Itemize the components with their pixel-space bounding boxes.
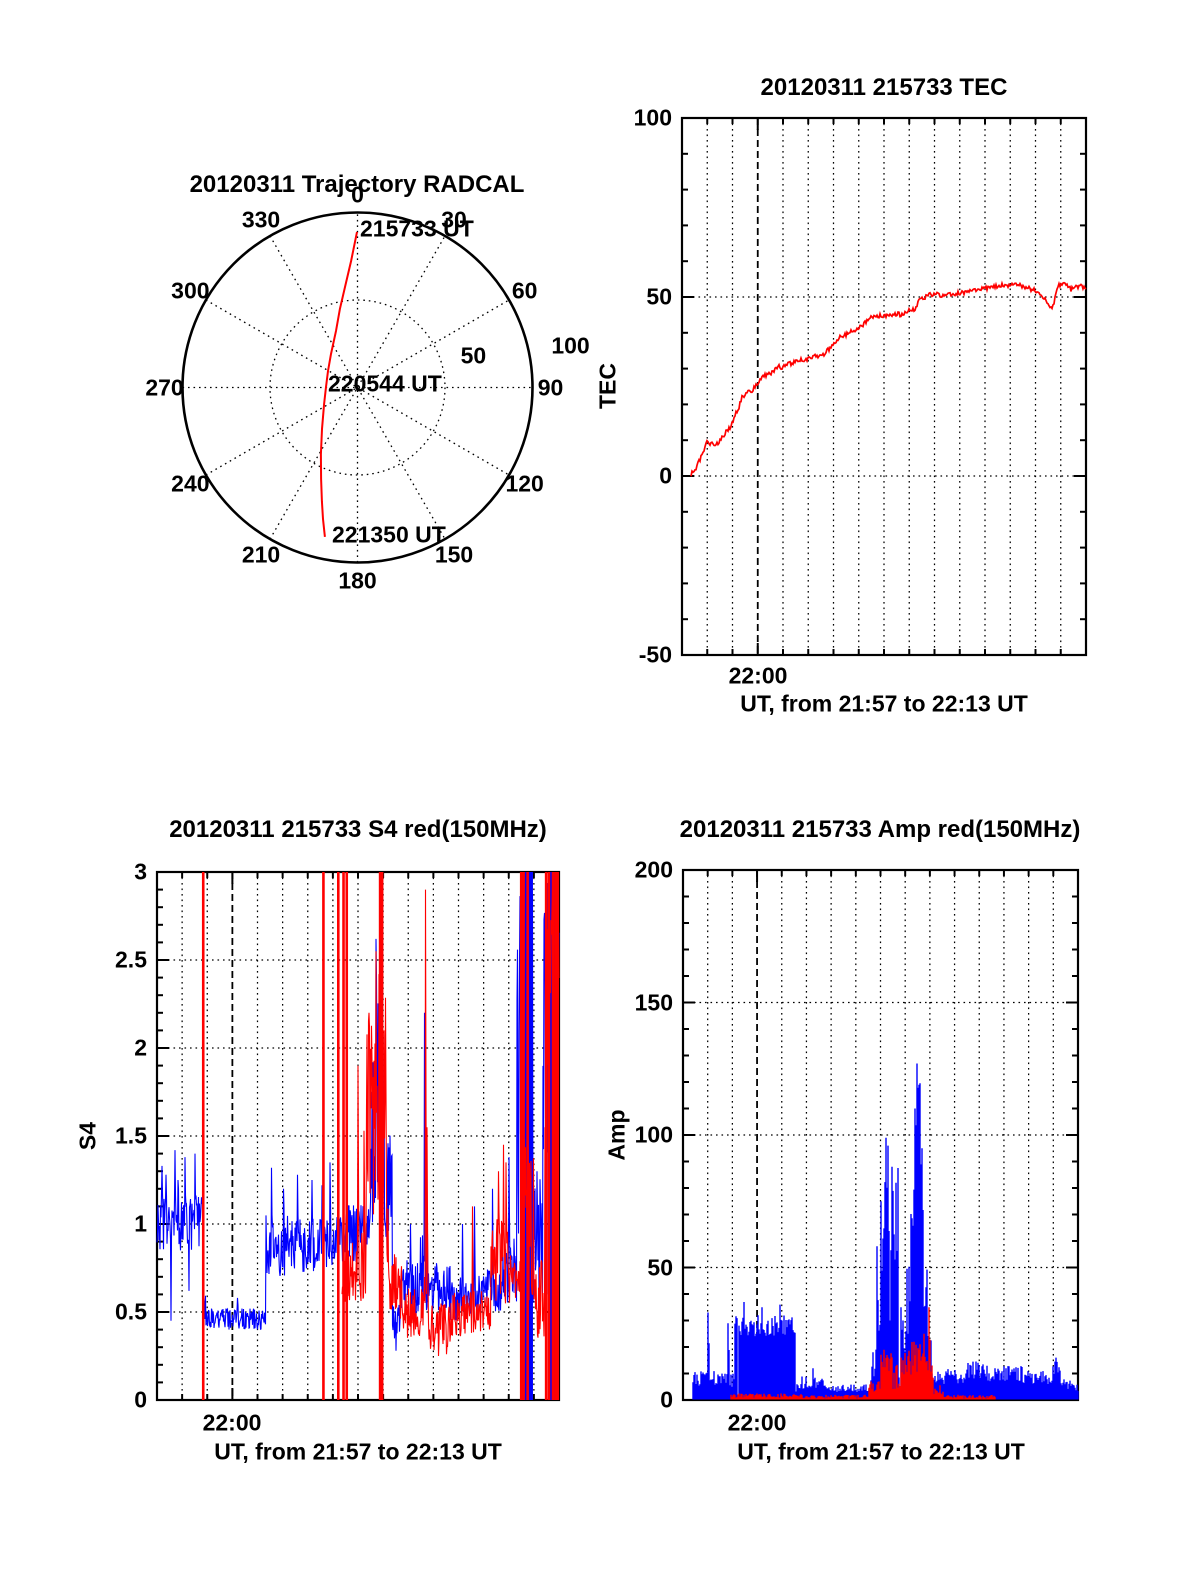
tec-plot bbox=[680, 116, 1088, 657]
amp-plot-title: 20120311 215733 Amp red(150MHz) bbox=[679, 816, 1081, 843]
polar-azimuth-label-210: 210 bbox=[241, 541, 281, 568]
polar-radial-label-100: 100 bbox=[551, 332, 590, 359]
polar-azimuth-label-30: 30 bbox=[441, 206, 467, 233]
trajectory-polar-plot bbox=[181, 211, 534, 564]
amp-y-tick-label: 100 bbox=[634, 1121, 673, 1148]
tec-plot-title: 20120311 215733 TEC bbox=[760, 74, 1008, 101]
s4-y-tick-label: 2 bbox=[134, 1034, 147, 1061]
polar-radial-label-50: 50 bbox=[460, 342, 487, 369]
polar-plot-title: 20120311 Trajectory RADCAL bbox=[189, 171, 525, 198]
s4-y-tick-label: 0 bbox=[134, 1386, 147, 1413]
amp-x-axis-label: UT, from 21:57 to 22:13 UT bbox=[737, 1438, 1025, 1465]
s4-y-tick-label: 2.5 bbox=[115, 946, 147, 973]
s4-y-tick-label: 1 bbox=[134, 1210, 147, 1237]
polar-azimuth-label-330: 330 bbox=[241, 206, 281, 233]
polar-azimuth-label-180: 180 bbox=[338, 567, 377, 593]
tec-y-tick-label: 50 bbox=[646, 283, 672, 310]
s4-y-axis-label: S4 bbox=[74, 1121, 101, 1151]
tec-x-axis-label: UT, from 21:57 to 22:13 UT bbox=[740, 690, 1028, 717]
trajectory-start-time-label: 215733 UT bbox=[360, 215, 474, 242]
polar-azimuth-label-60: 60 bbox=[511, 277, 538, 304]
polar-azimuth-label-270: 270 bbox=[145, 374, 184, 400]
amp-y-tick-label: 50 bbox=[647, 1254, 673, 1280]
s4-y-tick-label: 0.5 bbox=[115, 1298, 147, 1325]
tec-x-tick-label: 22:00 bbox=[728, 662, 788, 689]
tec-y-tick-label: 100 bbox=[633, 104, 672, 131]
amp-plot bbox=[681, 868, 1080, 1402]
s4-y-tick-label: 3 bbox=[134, 858, 147, 885]
amp-x-tick-label: 22:00 bbox=[727, 1409, 787, 1436]
amp-y-tick-label: 200 bbox=[634, 856, 673, 883]
s4-plot bbox=[155, 870, 561, 1402]
tec-y-tick-label: 0 bbox=[659, 462, 672, 489]
polar-azimuth-label-120: 120 bbox=[505, 470, 544, 497]
trajectory-mid-time-label: 220544 UT bbox=[328, 370, 442, 397]
tec-y-tick-label: -50 bbox=[638, 641, 672, 668]
s4-plot-title: 20120311 215733 S4 red(150MHz) bbox=[169, 816, 547, 843]
polar-azimuth-label-150: 150 bbox=[434, 541, 474, 568]
trajectory-end-time-label: 221350 UT bbox=[332, 521, 446, 548]
s4-x-axis-label: UT, from 21:57 to 22:13 UT bbox=[214, 1438, 502, 1465]
polar-azimuth-label-0: 0 bbox=[351, 181, 364, 207]
amp-y-axis-label: Amp bbox=[603, 1109, 630, 1161]
s4-x-tick-label: 22:00 bbox=[202, 1409, 262, 1436]
amp-y-tick-label: 0 bbox=[660, 1386, 673, 1413]
amp-y-tick-label: 150 bbox=[634, 989, 673, 1015]
polar-azimuth-label-90: 90 bbox=[537, 374, 564, 400]
polar-azimuth-label-240: 240 bbox=[171, 470, 210, 497]
polar-azimuth-label-300: 300 bbox=[171, 277, 210, 304]
s4-y-tick-label: 1.5 bbox=[115, 1122, 147, 1149]
tec-y-axis-label: TEC bbox=[594, 363, 621, 409]
